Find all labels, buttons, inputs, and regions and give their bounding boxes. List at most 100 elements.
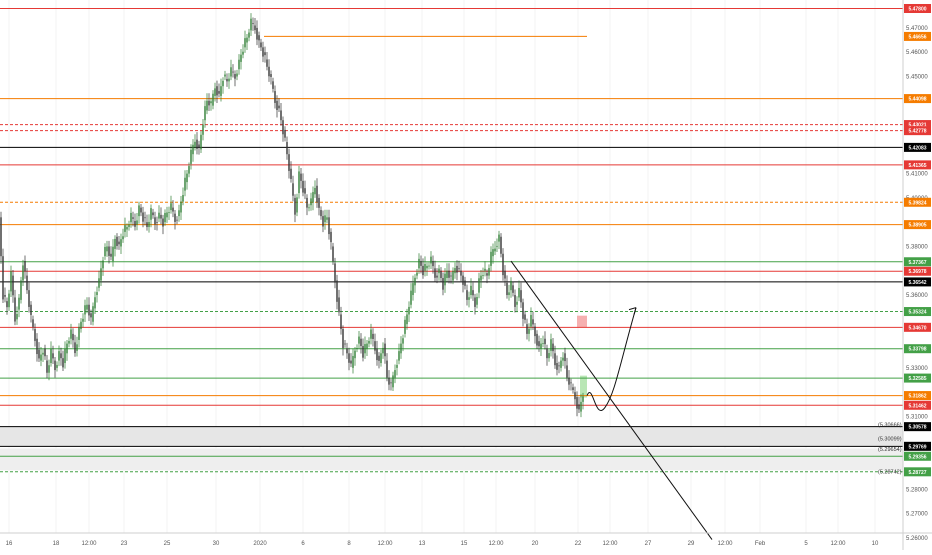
candle-body <box>224 74 226 77</box>
candle-body <box>274 91 276 103</box>
candle-body <box>282 120 284 135</box>
candle-body <box>296 197 298 213</box>
candle-body <box>544 338 546 345</box>
price-tag-background <box>904 467 931 477</box>
candle-body <box>86 304 88 310</box>
candle-body <box>330 231 332 243</box>
candle-body <box>118 241 120 245</box>
candle-body <box>226 78 228 82</box>
price-tag: 5.43021 <box>904 120 931 130</box>
candle-body <box>468 297 470 300</box>
candle-body <box>356 347 358 349</box>
y-tick-label: 5.27000 <box>906 512 928 518</box>
y-tick-label: 5.47000 <box>906 26 928 32</box>
x-tick-label: 18 <box>53 541 60 547</box>
price-tag-background <box>904 120 931 130</box>
candle-body <box>566 365 568 378</box>
candle-body <box>550 339 552 351</box>
candle-body <box>372 333 374 339</box>
candle-body <box>504 270 506 279</box>
price-tag-label: 5.28727 <box>908 470 926 476</box>
candle-body <box>30 304 32 315</box>
price-tag: 5.28727 <box>904 467 931 477</box>
candle-body <box>22 265 24 281</box>
price-tag: 5.29356 <box>904 451 931 461</box>
candle-body <box>72 333 74 341</box>
y-tick-label: 5.33000 <box>906 366 928 372</box>
candle-body <box>78 326 80 340</box>
y-tick-label: 5.45000 <box>906 74 928 80</box>
candle-body <box>438 268 440 274</box>
price-tag-label: 5.31862 <box>908 394 926 400</box>
candle-body <box>470 285 472 296</box>
price-tag: 5.37367 <box>904 257 931 267</box>
candle-body <box>484 268 486 271</box>
candle-body <box>192 144 194 155</box>
candle-body <box>578 404 580 410</box>
candle-body <box>128 224 130 228</box>
candle-body <box>402 338 404 344</box>
candle-body <box>308 207 310 209</box>
candle-body <box>56 364 58 368</box>
price-tag: 5.36978 <box>904 266 931 276</box>
candle-body <box>452 270 454 281</box>
candle-body <box>24 261 26 272</box>
candle-body <box>188 166 190 174</box>
x-tick-label: 12:00 <box>602 541 618 547</box>
x-tick-label: 27 <box>645 541 652 547</box>
x-tick-label: 15 <box>461 541 468 547</box>
projection-path[interactable] <box>586 307 637 411</box>
candle-body <box>520 290 522 303</box>
candle-body <box>70 329 72 339</box>
candle-body <box>6 301 8 308</box>
candle-body <box>290 168 292 179</box>
trendline[interactable] <box>510 260 713 540</box>
price-tag-label: 5.37367 <box>908 260 926 266</box>
candle-body <box>16 313 18 320</box>
candle-body <box>106 246 108 252</box>
candle-body <box>26 275 28 291</box>
price-tag-label: 5.36542 <box>908 280 926 286</box>
candle-body <box>370 329 372 339</box>
candle-body <box>524 314 526 320</box>
candle-body <box>168 212 170 214</box>
candle-body <box>12 275 14 296</box>
candle-body <box>196 139 198 149</box>
candle-body <box>336 280 338 302</box>
candle-body <box>304 188 306 194</box>
candle-body <box>478 278 480 293</box>
price-zone-upper <box>0 426 903 447</box>
candle-body <box>132 217 134 219</box>
candle-body <box>442 278 444 290</box>
candle-body <box>96 292 98 296</box>
candle-body <box>8 293 10 308</box>
candle-body <box>114 238 116 249</box>
candle-body <box>312 192 314 203</box>
candle-body <box>238 59 240 70</box>
candle-body <box>250 18 252 31</box>
candle-body <box>4 295 6 297</box>
candle-body <box>540 343 542 349</box>
candle-body <box>202 124 204 135</box>
candle-body <box>116 236 118 246</box>
candle-body <box>354 350 356 359</box>
candle-body <box>340 314 342 330</box>
x-tick-label: 16 <box>6 541 13 547</box>
candle-body <box>10 271 12 292</box>
candle-body <box>310 198 312 206</box>
candle-body <box>102 260 104 269</box>
price-tag: 5.30578 <box>904 422 931 432</box>
x-tick-label: 8 <box>347 541 351 547</box>
candle-body <box>424 263 426 271</box>
candle-body <box>382 347 384 354</box>
candle-body <box>54 360 56 371</box>
price-tag-background <box>904 322 931 332</box>
candle-body <box>332 246 334 262</box>
price-tag-background <box>904 441 931 451</box>
candle-body <box>552 343 554 352</box>
x-tick-label: 12:00 <box>377 541 393 547</box>
candle-body <box>466 290 468 300</box>
candle-body <box>176 219 178 221</box>
